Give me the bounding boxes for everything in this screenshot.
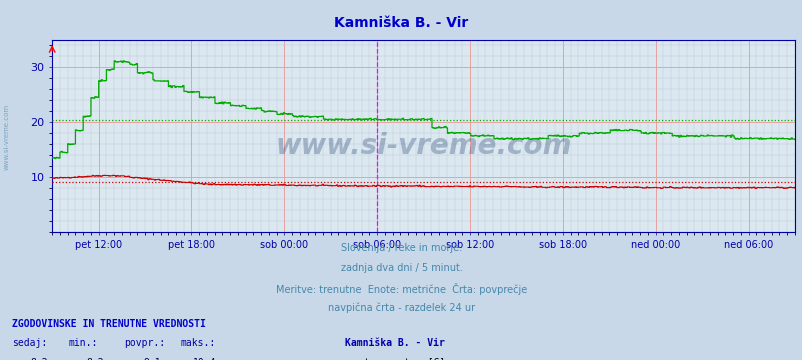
Text: temperatura[C]: temperatura[C] xyxy=(363,358,444,360)
Text: 8,2: 8,2 xyxy=(30,358,48,360)
Text: 10,4: 10,4 xyxy=(193,358,217,360)
Text: Slovenija / reke in morje.: Slovenija / reke in morje. xyxy=(341,243,461,253)
Text: Kamniška B. - Vir: Kamniška B. - Vir xyxy=(334,16,468,30)
Text: www.si-vreme.com: www.si-vreme.com xyxy=(3,104,10,170)
Text: Meritve: trenutne  Enote: metrične  Črta: povprečje: Meritve: trenutne Enote: metrične Črta: … xyxy=(276,283,526,294)
Text: maks.:: maks.: xyxy=(180,338,216,348)
Text: ZGODOVINSKE IN TRENUTNE VREDNOSTI: ZGODOVINSKE IN TRENUTNE VREDNOSTI xyxy=(12,319,205,329)
Text: min.:: min.: xyxy=(68,338,98,348)
Text: zadnja dva dni / 5 minut.: zadnja dva dni / 5 minut. xyxy=(340,263,462,273)
Text: www.si-vreme.com: www.si-vreme.com xyxy=(275,131,571,159)
Text: 8,2: 8,2 xyxy=(87,358,104,360)
Text: navpična črta - razdelek 24 ur: navpična črta - razdelek 24 ur xyxy=(327,302,475,313)
Text: Kamniška B. - Vir: Kamniška B. - Vir xyxy=(345,338,444,348)
Text: 9,1: 9,1 xyxy=(143,358,160,360)
Text: sedaj:: sedaj: xyxy=(12,338,47,348)
Text: povpr.:: povpr.: xyxy=(124,338,165,348)
